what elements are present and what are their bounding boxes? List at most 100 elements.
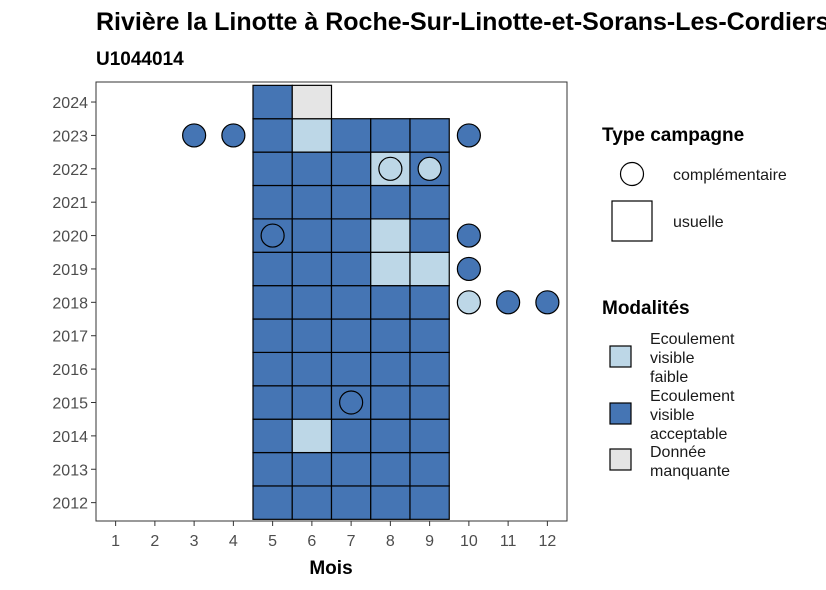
chart-title: Rivière la Linotte à Roche-Sur-Linotte-e…: [96, 8, 826, 36]
y-tick-label: 2013: [52, 462, 88, 479]
legend-type-title: Type campagne: [602, 125, 744, 146]
tile-usuelle-2015-8: [370, 385, 411, 420]
chart-subtitle: U1044014: [96, 49, 184, 70]
x-tick-label: 9: [425, 533, 434, 550]
y-tick-label: 2018: [52, 295, 88, 312]
point-complementaire-2020-5: [260, 223, 285, 248]
point-complementaire-2018-12: [535, 290, 560, 315]
tile-usuelle-2014-9: [409, 418, 450, 454]
tile-usuelle-2017-8: [370, 318, 411, 354]
tile-usuelle-2014-5: [252, 418, 293, 454]
tile-usuelle-2013-5: [252, 451, 293, 487]
x-tick-label: 11: [500, 533, 517, 550]
tile-usuelle-2019-6: [291, 251, 333, 287]
legend-label-usuelle: usuelle: [673, 214, 724, 231]
tile-usuelle-2022-7: [330, 151, 372, 187]
tile-usuelle-2016-8: [370, 351, 411, 387]
x-axis: 1 2 3 4 5 6 7 8 9 10 11 12: [111, 521, 556, 550]
tile-usuelle-2016-9: [409, 351, 450, 387]
tile-usuelle-2024-5: [252, 84, 293, 120]
tile-usuelle-2018-8: [370, 285, 411, 320]
legend-key-modalite-2: [609, 402, 632, 425]
tile-usuelle-2021-6: [291, 184, 333, 220]
tile-usuelle-2022-6: [291, 151, 333, 187]
tile-usuelle-2018-9: [409, 285, 450, 320]
tile-usuelle-2018-6: [291, 285, 333, 320]
tile-usuelle-2021-5: [252, 184, 293, 220]
y-tick-label: 2014: [52, 429, 88, 446]
point-complementaire-2018-11: [496, 290, 521, 315]
point-complementaire-2023-3: [182, 123, 207, 148]
x-tick-label: 4: [229, 533, 238, 550]
tile-usuelle-2014-7: [330, 418, 372, 454]
point-complementaire-2019-10: [456, 256, 481, 282]
x-tick-label: 2: [150, 533, 159, 550]
point-complementaire-2015-7: [339, 390, 364, 415]
tile-usuelle-2017-7: [330, 318, 372, 354]
point-complementaire-2020-10: [456, 223, 481, 248]
y-tick-label: 2023: [52, 128, 88, 145]
tile-usuelle-2016-6: [291, 351, 333, 387]
point-complementaire-2023-10: [456, 123, 481, 148]
tile-usuelle-2012-7: [330, 485, 372, 520]
tile-usuelle-2017-6: [291, 318, 333, 354]
legend-label-modalite-3: Donnée: [650, 444, 706, 461]
tile-usuelle-2012-9: [409, 485, 450, 520]
legend-square-key: [611, 200, 653, 242]
x-tick-label: 7: [347, 533, 356, 550]
tile-usuelle-2018-5: [252, 285, 293, 320]
tile-usuelle-2015-5: [252, 385, 293, 420]
x-tick-label: 8: [386, 533, 395, 550]
legend-circle-key: [619, 161, 645, 187]
point-complementaire-2023-4: [221, 123, 246, 148]
x-tick-label: 3: [190, 533, 199, 550]
tile-usuelle-2012-8: [370, 485, 411, 520]
tile-usuelle-2015-9: [409, 385, 450, 420]
panel-border: [95, 81, 568, 522]
legend-label-modalite-2: Ecoulement: [650, 388, 735, 405]
legend-label-modalite-2: acceptable: [650, 426, 727, 443]
x-tick-label: 5: [268, 533, 277, 550]
y-tick-label: 2024: [52, 95, 88, 112]
legend-modalites-title: Modalités: [602, 298, 690, 319]
point-complementaire-2022-9: [417, 156, 442, 181]
x-tick-label: 6: [307, 533, 316, 550]
y-tick-label: 2020: [52, 229, 88, 246]
point-complementaire-2018-10: [456, 290, 481, 315]
y-tick-label: 2016: [52, 362, 88, 379]
tile-usuelle-2014-8: [370, 418, 411, 454]
legend: Type campagne complémentaire usuelle Modali…: [602, 125, 787, 480]
tile-usuelle-2017-5: [252, 318, 293, 354]
tile-usuelle-2023-6: [291, 118, 333, 153]
legend-label-modalite-1: faible: [650, 369, 688, 386]
tile-usuelle-2016-7: [330, 351, 372, 387]
legend-label-modalite-2: visible: [650, 407, 695, 424]
tile-usuelle-2012-5: [252, 485, 293, 520]
point-layer: [182, 123, 560, 415]
tile-usuelle-2022-5: [252, 151, 293, 187]
tile-usuelle-2019-5: [252, 251, 293, 287]
x-axis-title: Mois: [309, 558, 352, 579]
tile-usuelle-2017-9: [409, 318, 450, 354]
tile-usuelle-2013-6: [291, 451, 333, 487]
y-tick-label: 2021: [52, 195, 88, 212]
tile-usuelle-2023-9: [409, 118, 450, 153]
tile-usuelle-2023-7: [330, 118, 372, 153]
point-complementaire-2022-8: [378, 156, 403, 181]
y-tick-label: 2019: [52, 262, 88, 279]
x-tick-label: 12: [538, 533, 556, 550]
tile-layer: [252, 84, 450, 520]
tile-usuelle-2019-8: [370, 251, 411, 287]
tile-usuelle-2020-9: [409, 218, 450, 253]
tile-usuelle-2020-6: [291, 218, 333, 253]
y-axis: 2012 2013 2014 2015 2016 2017 2018 2019 2020 2021…: [52, 95, 96, 513]
y-tick-label: 2015: [52, 395, 88, 412]
legend-label-modalite-1: visible: [650, 350, 695, 367]
tile-usuelle-2016-5: [252, 351, 293, 387]
tile-usuelle-2023-8: [370, 118, 411, 153]
tile-usuelle-2013-9: [409, 451, 450, 487]
tile-usuelle-2019-7: [330, 251, 372, 287]
tile-usuelle-2013-8: [370, 451, 411, 487]
legend-label-modalite-1: Ecoulement: [650, 331, 735, 348]
